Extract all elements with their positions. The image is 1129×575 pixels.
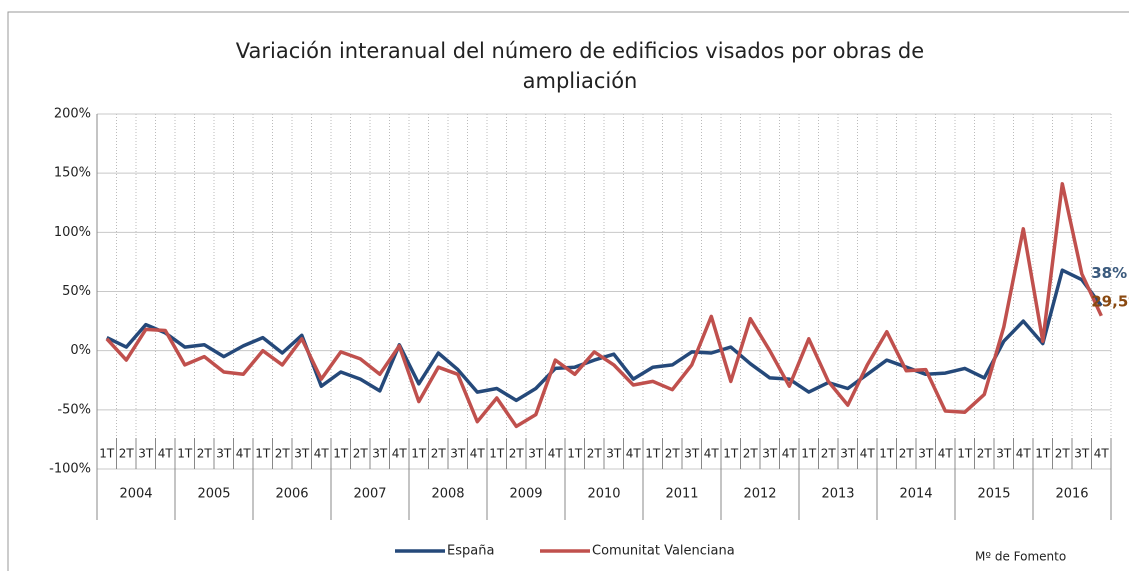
x-tick-label: 1T xyxy=(645,447,661,461)
x-tick-label: 2T xyxy=(1055,447,1071,461)
x-tick-label: 1T xyxy=(411,447,427,461)
legend-label: España xyxy=(447,544,494,559)
x-tick-label: 2T xyxy=(119,447,135,461)
x-tick-label: 2T xyxy=(587,447,603,461)
x-group-label: 2006 xyxy=(275,487,308,502)
chart-title: ampliación xyxy=(523,69,638,93)
series-line xyxy=(106,268,1103,403)
x-group-label: 2010 xyxy=(587,487,620,502)
x-tick-label: 2T xyxy=(665,447,681,461)
x-tick-label: 3T xyxy=(450,447,466,461)
x-tick-label: 1T xyxy=(255,447,271,461)
x-group-label: 2016 xyxy=(1055,487,1088,502)
x-tick-label: 3T xyxy=(528,447,544,461)
x-tick-label: 4T xyxy=(704,447,720,461)
x-tick-label: 1T xyxy=(177,447,193,461)
x-tick-label: 1T xyxy=(801,447,817,461)
y-tick-label: -50% xyxy=(57,402,91,417)
x-tick-label: 3T xyxy=(840,447,856,461)
chart-title: Variación interanual del número de edifi… xyxy=(236,39,924,63)
y-tick-label: 150% xyxy=(54,166,91,181)
x-tick-label: 4T xyxy=(314,447,330,461)
x-group-label: 2004 xyxy=(119,487,152,502)
x-tick-label: 3T xyxy=(1074,447,1090,461)
x-tick-label: 3T xyxy=(216,447,232,461)
x-tick-label: 4T xyxy=(158,447,174,461)
x-tick-label: 1T xyxy=(99,447,115,461)
x-tick-label: 1T xyxy=(723,447,739,461)
data-label: 29,5% xyxy=(1091,292,1129,310)
x-tick-label: 2T xyxy=(197,447,213,461)
x-tick-label: 1T xyxy=(1035,447,1051,461)
x-tick-label: 2T xyxy=(899,447,915,461)
x-tick-label: 4T xyxy=(626,447,642,461)
x-group-label: 2015 xyxy=(977,487,1010,502)
x-group-label: 2011 xyxy=(665,487,698,502)
y-tick-label: 0% xyxy=(70,343,91,358)
x-tick-label: 3T xyxy=(996,447,1012,461)
x-tick-label: 4T xyxy=(548,447,564,461)
x-tick-label: 2T xyxy=(977,447,993,461)
y-tick-label: 50% xyxy=(62,284,91,299)
x-tick-label: 3T xyxy=(138,447,154,461)
x-tick-label: 1T xyxy=(489,447,505,461)
x-tick-label: 3T xyxy=(918,447,934,461)
x-tick-label: 4T xyxy=(860,447,876,461)
x-tick-label: 4T xyxy=(1094,447,1110,461)
x-group-label: 2005 xyxy=(197,487,230,502)
y-tick-label: 200% xyxy=(54,107,91,122)
x-tick-label: 1T xyxy=(879,447,895,461)
x-group-label: 2007 xyxy=(353,487,386,502)
legend-label: Comunitat Valenciana xyxy=(592,544,735,559)
y-tick-label: 100% xyxy=(54,225,91,240)
x-tick-label: 4T xyxy=(236,447,252,461)
x-tick-label: 2T xyxy=(275,447,291,461)
x-tick-label: 3T xyxy=(762,447,778,461)
frame xyxy=(7,11,1129,571)
x-tick-label: 4T xyxy=(1016,447,1032,461)
x-tick-label: 3T xyxy=(684,447,700,461)
x-group-label: 2008 xyxy=(431,487,464,502)
x-tick-label: 3T xyxy=(606,447,622,461)
source-note: Mº de Fomento xyxy=(975,550,1066,564)
x-tick-label: 2T xyxy=(509,447,525,461)
series-line xyxy=(105,182,1103,429)
x-tick-label: 2T xyxy=(431,447,447,461)
x-tick-label: 4T xyxy=(470,447,486,461)
y-tick-label: -100% xyxy=(49,462,91,477)
x-tick-label: 3T xyxy=(372,447,388,461)
x-group-label: 2012 xyxy=(743,487,776,502)
x-group-label: 2013 xyxy=(821,487,854,502)
x-tick-label: 4T xyxy=(782,447,798,461)
x-tick-label: 2T xyxy=(743,447,759,461)
x-tick-label: 1T xyxy=(957,447,973,461)
x-group-label: 2014 xyxy=(899,487,932,502)
x-tick-label: 3T xyxy=(294,447,310,461)
x-tick-label: 4T xyxy=(938,447,954,461)
data-label: 38% xyxy=(1091,264,1127,282)
x-tick-label: 2T xyxy=(821,447,837,461)
x-tick-label: 1T xyxy=(333,447,349,461)
x-tick-label: 1T xyxy=(567,447,583,461)
x-tick-label: 2T xyxy=(353,447,369,461)
x-tick-label: 4T xyxy=(392,447,408,461)
x-group-label: 2009 xyxy=(509,487,542,502)
